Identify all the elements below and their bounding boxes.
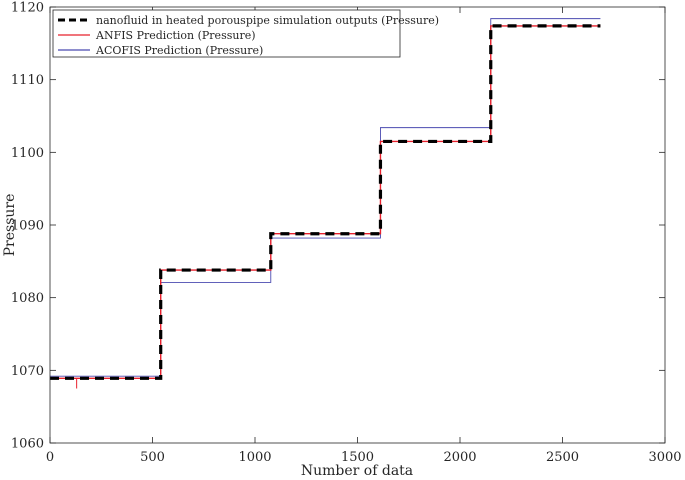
x-tick-label: 1500 xyxy=(341,450,374,465)
x-tick-label: 0 xyxy=(46,450,54,465)
legend-box xyxy=(52,9,401,58)
y-tick-label: 1060 xyxy=(11,437,44,452)
legend-entry-2: ACOFIS Prediction (Pressure) xyxy=(95,44,263,57)
x-axis-label: Number of data xyxy=(301,463,413,479)
x-tick-label: 2500 xyxy=(546,450,579,465)
y-tick-label: 1100 xyxy=(11,146,44,161)
series-layer xyxy=(50,18,601,389)
y-tick-label: 1070 xyxy=(11,364,44,379)
y-tick-label: 1080 xyxy=(11,291,44,306)
legend-entry-1: ANFIS Prediction (Pressure) xyxy=(95,29,256,42)
y-axis-ticks: 1060 1070 1080 1090 1100 1110 1120 xyxy=(11,1,665,452)
legend: nanofluid in heated porouspipe simulatio… xyxy=(52,9,439,58)
y-tick-label: 1120 xyxy=(11,1,44,16)
x-tick-label: 500 xyxy=(140,450,165,465)
y-axis-label: Pressure xyxy=(2,194,18,257)
legend-entry-0: nanofluid in heated porouspipe simulatio… xyxy=(96,14,439,27)
x-tick-label: 3000 xyxy=(648,450,681,465)
x-tick-label: 1000 xyxy=(238,450,271,465)
plot-area xyxy=(50,7,665,443)
x-axis-ticks: 0 500 1000 1500 2000 2500 3000 xyxy=(46,7,682,465)
y-tick-label: 1110 xyxy=(11,73,44,88)
x-tick-label: 2000 xyxy=(443,450,476,465)
y-tick-label: 1090 xyxy=(11,219,44,234)
series-line-0 xyxy=(50,24,601,380)
